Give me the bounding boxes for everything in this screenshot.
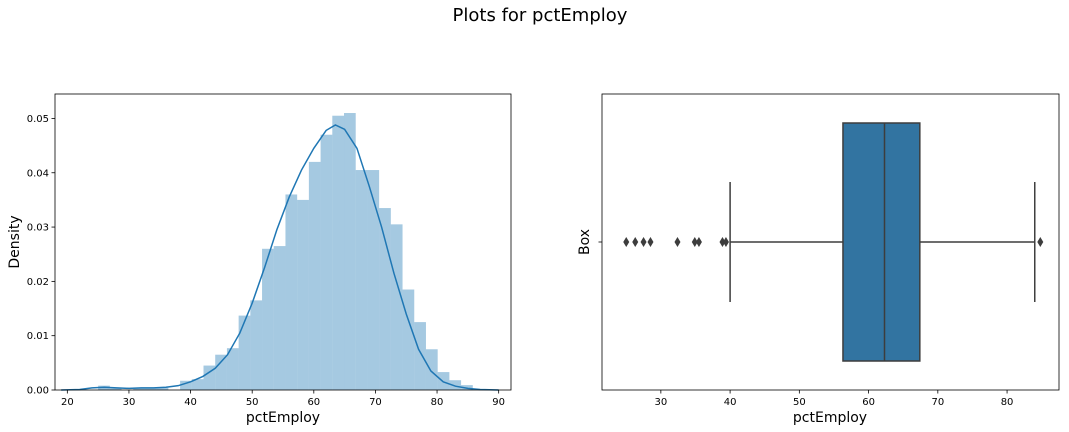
boxplot-x-ticks: 30 40 50 60 70 80 (654, 390, 1013, 408)
histogram-bar (109, 388, 122, 390)
outlier-point (719, 237, 726, 247)
x-tick-label: 90 (492, 397, 505, 408)
x-tick-label: 80 (1001, 397, 1014, 408)
outlier-point (722, 237, 729, 247)
histogram-bar (262, 248, 274, 390)
x-tick-label: 30 (123, 397, 136, 408)
outlier-point (623, 237, 630, 247)
histogram-y-ticks: 0.00 0.01 0.02 0.03 0.04 0.05 (27, 114, 55, 397)
x-tick-label: 80 (431, 397, 444, 408)
histogram-bar (297, 199, 309, 390)
iqr-box (842, 122, 921, 362)
histogram-bar (320, 134, 333, 390)
histogram-bar (402, 289, 415, 390)
histogram-bars (98, 113, 473, 391)
kde-curve (61, 124, 499, 391)
y-tick-label: 0.00 (27, 386, 49, 397)
histogram-bar (203, 365, 216, 390)
outlier-point (691, 237, 698, 247)
y-tick-label: 0.05 (27, 114, 49, 125)
histogram-bar (425, 349, 438, 390)
x-tick-label: 50 (246, 397, 259, 408)
histogram-bar (308, 161, 321, 390)
x-tick-label: 70 (931, 397, 944, 408)
outlier-point (647, 237, 654, 247)
histogram-x-label: pctEmploy (246, 410, 320, 426)
histogram-y-label: Density (7, 215, 23, 268)
outlier-point (695, 237, 702, 247)
histogram-bar (390, 224, 403, 390)
histogram-bar (414, 322, 426, 390)
x-tick-label: 70 (369, 397, 382, 408)
x-tick-label: 60 (862, 397, 875, 408)
y-tick-label: 0.04 (27, 168, 49, 179)
histogram-bar (332, 115, 345, 391)
x-tick-label: 40 (184, 397, 197, 408)
histogram-bar (133, 387, 145, 390)
histogram-bar (226, 348, 239, 390)
histogram-bar (215, 354, 227, 390)
x-tick-label: 30 (654, 397, 667, 408)
x-tick-label: 50 (793, 397, 806, 408)
histogram-bar (238, 315, 251, 390)
histogram-bar (156, 387, 169, 390)
figure-title: Plots for pctEmploy (453, 5, 628, 26)
histogram-bar (180, 380, 192, 390)
outlier-point (674, 237, 681, 247)
x-tick-label: 60 (307, 397, 320, 408)
histogram-bar (449, 380, 462, 390)
histogram-bar (379, 208, 391, 390)
boxplot-x-label: pctEmploy (793, 410, 867, 426)
histogram-axes-frame (54, 93, 512, 391)
histogram-bar (367, 170, 380, 390)
histogram-bar (191, 379, 204, 390)
histogram-bar (250, 300, 263, 390)
outlier-point (632, 237, 639, 247)
histogram-x-ticks: 20 30 40 50 60 70 80 90 (61, 390, 505, 408)
y-tick-label: 0.02 (27, 277, 49, 288)
histogram-bar (273, 246, 286, 390)
histogram-bar (355, 170, 368, 390)
histogram-panel: 20 30 40 50 60 70 80 90 0.000.010.020.030.040.0… (7, 93, 512, 426)
boxplot-body (623, 122, 1044, 362)
x-tick-label: 20 (61, 397, 74, 408)
boxplot-y-label: Box (577, 229, 593, 255)
outlier-point (1037, 237, 1044, 247)
outlier-point (640, 237, 647, 247)
histogram-bar (437, 372, 450, 390)
y-tick-label: 0.03 (27, 223, 49, 234)
histogram-bar (285, 194, 298, 390)
x-tick-label: 40 (724, 397, 737, 408)
histogram-bar (344, 113, 356, 391)
histogram-bar (144, 387, 157, 390)
y-tick-label: 0.01 (27, 331, 49, 342)
boxplot-panel: 30 40 50 60 70 80 pctEmploy Box (577, 93, 1060, 426)
